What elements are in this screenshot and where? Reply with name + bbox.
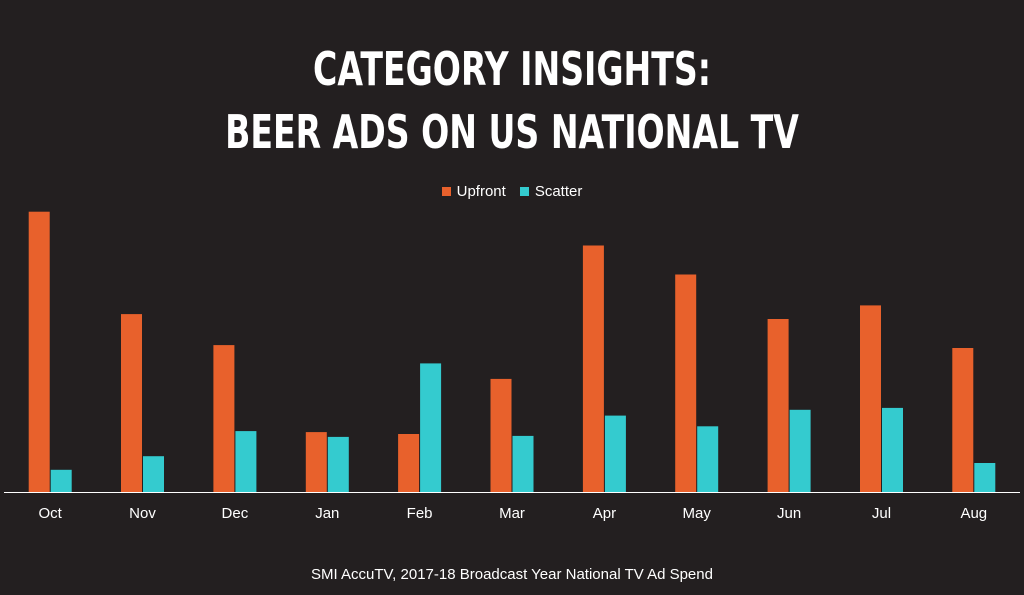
chart-legend: Upfront Scatter [0, 183, 1024, 200]
bar-upfront-jul [860, 305, 881, 492]
bar-scatter-jun [789, 409, 811, 492]
legend-label-scatter: Scatter [534, 183, 583, 200]
x-tick-label-dec: Dec [222, 505, 249, 522]
bar-scatter-aug [974, 463, 996, 492]
x-tick-label-oct: Oct [39, 505, 63, 522]
legend-swatch-upfront [441, 187, 451, 196]
legend-item-scatter: Scatter [519, 183, 583, 200]
legend-item-upfront: Upfront [441, 183, 506, 200]
bar-upfront-may [675, 274, 697, 492]
source-note: SMI AccuTV, 2017-18 Broadcast Year Natio… [311, 566, 713, 583]
legend-label-upfront: Upfront [456, 183, 506, 200]
x-tick-label-feb: Feb [407, 505, 433, 522]
bar-upfront-oct [28, 211, 50, 492]
legend-swatch-scatter [519, 187, 529, 196]
bar-scatter-dec [235, 431, 257, 492]
bar-upfront-jan [305, 432, 327, 492]
x-tick-label-jun: Jun [777, 505, 801, 522]
bar-scatter-feb [420, 363, 442, 492]
x-tick-label-apr: Apr [593, 505, 616, 522]
x-tick-label-aug: Aug [960, 505, 987, 522]
bar-upfront-mar [490, 378, 512, 492]
bar-scatter-oct [50, 469, 72, 492]
bar-upfront-apr [582, 245, 604, 492]
bar-scatter-nov [143, 456, 164, 492]
bar-upfront-nov [121, 314, 142, 492]
x-tick-label-jan: Jan [315, 505, 339, 522]
x-tick-label-nov: Nov [129, 505, 156, 522]
chart-title-line-1: CATEGORY INSIGHTS: [313, 42, 711, 96]
bar-scatter-jan [327, 436, 349, 492]
bar-upfront-aug [952, 348, 974, 492]
bar-upfront-jun [767, 319, 789, 492]
bar-scatter-jul [882, 407, 903, 492]
bar-upfront-dec [213, 345, 235, 492]
x-tick-label-may: May [683, 505, 712, 522]
x-tick-label-jul: Jul [872, 505, 891, 522]
x-tick-label-mar: Mar [499, 505, 525, 522]
bar-upfront-feb [398, 434, 420, 492]
bar-scatter-may [697, 426, 719, 492]
bar-scatter-mar [512, 435, 534, 492]
chart-title-line-2: BEER ADS ON US NATIONAL TV [225, 105, 799, 159]
bar-scatter-apr [604, 415, 626, 492]
